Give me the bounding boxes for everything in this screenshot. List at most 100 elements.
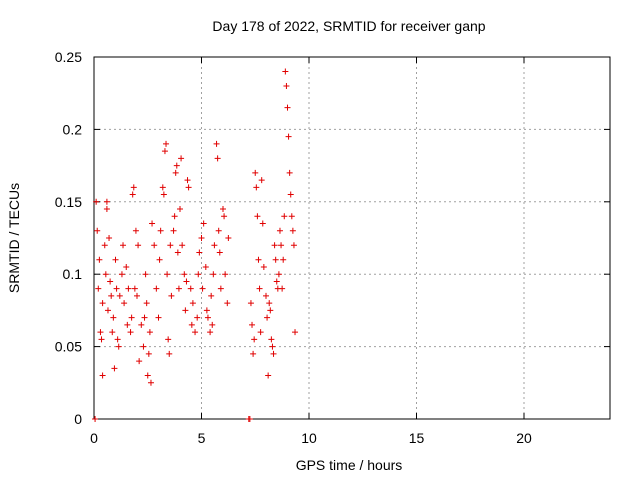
data-point	[147, 379, 154, 386]
data-point	[97, 329, 104, 336]
data-point	[144, 372, 151, 379]
y-tick-label: 0.05	[55, 339, 82, 355]
data-point	[284, 104, 291, 111]
data-point	[121, 300, 128, 307]
data-point	[98, 336, 105, 343]
data-point	[112, 256, 119, 263]
data-point	[163, 140, 170, 147]
data-point	[216, 249, 223, 256]
data-point	[136, 358, 143, 365]
data-point	[145, 350, 152, 357]
data-point	[130, 184, 137, 191]
x-tick-label: 0	[90, 430, 98, 446]
y-tick-label: 0.2	[63, 121, 83, 137]
data-point	[254, 213, 261, 220]
data-point	[210, 271, 217, 278]
data-point	[131, 285, 138, 292]
x-tick-label: 10	[301, 430, 317, 446]
data-point	[195, 271, 202, 278]
data-point	[156, 256, 163, 263]
data-point	[273, 278, 280, 285]
data-point	[217, 285, 224, 292]
data-point	[161, 148, 168, 155]
data-point	[151, 242, 158, 249]
data-point	[224, 300, 231, 307]
data-point	[110, 314, 117, 321]
data-point	[103, 206, 110, 213]
data-point	[125, 285, 132, 292]
data-point	[160, 191, 167, 198]
data-point	[286, 169, 293, 176]
data-point	[272, 256, 279, 263]
data-point	[170, 227, 177, 234]
data-point	[101, 242, 108, 249]
data-point	[288, 213, 295, 220]
data-point	[179, 242, 186, 249]
data-point	[255, 256, 262, 263]
data-point	[283, 82, 290, 89]
data-point	[146, 329, 153, 336]
data-point	[102, 271, 109, 278]
data-point	[171, 213, 178, 220]
data-point	[268, 336, 275, 343]
y-tick-label: 0.1	[63, 266, 83, 282]
data-point	[189, 300, 196, 307]
data-point	[208, 292, 215, 299]
data-point	[132, 227, 139, 234]
data-point	[264, 314, 271, 321]
data-point	[265, 372, 272, 379]
data-point	[178, 155, 185, 162]
data-point	[252, 169, 259, 176]
data-point	[164, 271, 171, 278]
data-point	[123, 263, 130, 270]
data-point	[184, 177, 191, 184]
data-point	[120, 242, 127, 249]
data-point	[278, 242, 285, 249]
data-point	[257, 329, 264, 336]
data-point	[135, 242, 142, 249]
data-point	[99, 372, 106, 379]
data-point	[266, 300, 273, 307]
data-point	[115, 343, 122, 350]
data-point	[214, 155, 221, 162]
data-point	[185, 184, 192, 191]
data-point	[94, 227, 101, 234]
data-point	[247, 300, 254, 307]
data-point	[96, 256, 103, 263]
grid	[94, 57, 610, 419]
data-point	[270, 350, 277, 357]
data-point	[285, 133, 292, 140]
axis-ticks: 0 0.05 0.1 0.15 0.2 0.25 0 5 10 15 20	[55, 49, 610, 446]
data-point	[106, 235, 113, 241]
data-point	[124, 321, 131, 328]
data-point	[199, 285, 206, 292]
data-point	[275, 271, 282, 278]
data-point	[200, 220, 207, 227]
data-point	[187, 285, 194, 292]
data-point	[211, 242, 218, 249]
data-point	[269, 343, 276, 350]
data-point	[127, 329, 134, 336]
data-points	[92, 68, 299, 422]
data-point	[183, 278, 190, 285]
data-point	[207, 329, 214, 336]
data-point	[292, 329, 299, 336]
data-point	[204, 314, 211, 321]
data-point	[209, 321, 216, 328]
y-tick-label: 0	[74, 411, 82, 427]
data-point	[281, 213, 288, 220]
data-point	[173, 162, 180, 169]
data-point	[225, 235, 232, 241]
data-point	[155, 314, 162, 321]
data-point	[114, 336, 121, 343]
data-point	[165, 336, 172, 343]
data-point	[167, 242, 174, 249]
data-point	[249, 321, 256, 328]
data-point	[99, 300, 106, 307]
data-point	[140, 343, 147, 350]
data-point	[174, 249, 181, 256]
data-point	[138, 321, 145, 328]
data-point	[129, 191, 136, 198]
y-tick-label: 0.25	[55, 49, 82, 65]
data-point	[258, 177, 265, 184]
